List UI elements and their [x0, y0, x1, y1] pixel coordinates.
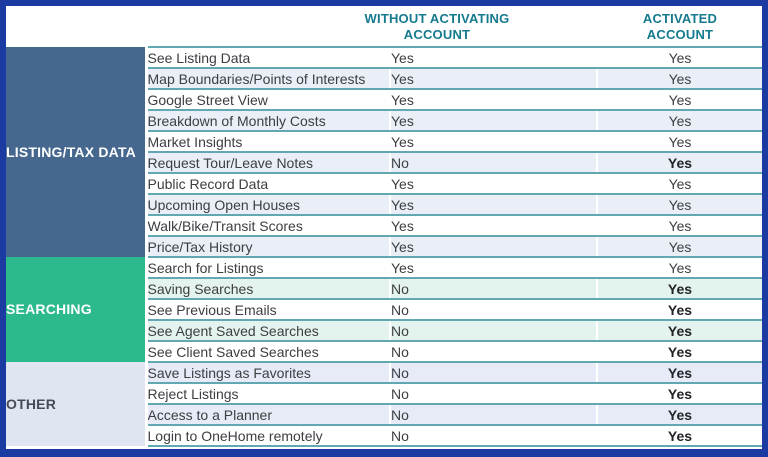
- group-cell-listing-tax-data: LISTING/TAX DATA: [6, 47, 146, 257]
- feature-cell: Breakdown of Monthly Costs: [144, 110, 390, 132]
- activated-account-value: Yes: [596, 173, 762, 195]
- table-row: OTHER Save Listings as Favorites No Yes: [6, 362, 762, 446]
- activated-account-value: Yes: [596, 152, 762, 174]
- header-without-activating-account: WITHOUT ACTIVATING ACCOUNT: [364, 11, 510, 43]
- table-row: SEARCHING Search for Listings Yes Yes: [6, 257, 762, 362]
- table-row: See Agent Saved Searches No Yes: [6, 320, 762, 342]
- table-row: Upcoming Open Houses Yes Yes: [6, 194, 762, 216]
- activated-account-value: Yes: [596, 215, 762, 237]
- without-activating-value: Yes: [389, 194, 597, 216]
- table-row: Google Street View Yes Yes: [6, 89, 762, 111]
- activated-account-value: Yes: [596, 383, 762, 405]
- activated-account-value: Yes: [596, 341, 762, 363]
- feature-cell: Map Boundaries/Points of Interests: [144, 68, 390, 90]
- feature-cell: Upcoming Open Houses: [144, 194, 390, 216]
- activated-account-value: Yes: [596, 362, 762, 384]
- feature-cell: Price/Tax History: [144, 236, 390, 258]
- without-activating-value: Yes: [389, 110, 597, 132]
- feature-cell: Reject Listings: [144, 383, 390, 405]
- header-activated-account: ACTIVATED ACCOUNT: [642, 11, 718, 43]
- table-row: Login to OneHome remotely No Yes: [6, 425, 762, 447]
- activated-account-value: Yes: [596, 257, 762, 279]
- feature-cell: Request Tour/Leave Notes: [144, 152, 390, 174]
- feature-cell: Saving Searches: [144, 278, 390, 300]
- activated-account-value: Yes: [596, 89, 762, 111]
- feature-cell: Access to a Planner: [144, 404, 390, 426]
- table-row: Saving Searches No Yes: [6, 278, 762, 300]
- group-cell-searching: SEARCHING: [6, 257, 146, 362]
- table-row: See Previous Emails No Yes: [6, 299, 762, 321]
- without-activating-value: No: [389, 341, 597, 363]
- table-row: LISTING/TAX DATA See Listing Data Yes Yes: [6, 46, 762, 257]
- without-activating-value: No: [389, 383, 597, 405]
- without-activating-value: No: [389, 362, 597, 384]
- table-row: Price/Tax History Yes Yes: [6, 236, 762, 258]
- activated-account-value: Yes: [596, 299, 762, 321]
- table-row: Access to a Planner No Yes: [6, 404, 762, 426]
- table-row: Map Boundaries/Points of Interests Yes Yes: [6, 68, 762, 90]
- without-activating-value: No: [389, 425, 597, 447]
- feature-cell: Search for Listings: [144, 257, 390, 279]
- table-row: Breakdown of Monthly Costs Yes Yes: [6, 110, 762, 132]
- table-row: Reject Listings No Yes: [6, 383, 762, 405]
- without-activating-value: No: [389, 299, 597, 321]
- without-activating-value: Yes: [389, 46, 597, 69]
- activated-account-value: Yes: [596, 236, 762, 258]
- feature-cell: Login to OneHome remotely: [144, 425, 390, 447]
- without-activating-value: Yes: [389, 236, 597, 258]
- without-activating-value: Yes: [389, 131, 597, 153]
- feature-cell: See Agent Saved Searches: [144, 320, 390, 342]
- feature-cell: See Previous Emails: [144, 299, 390, 321]
- feature-cell: Public Record Data: [144, 173, 390, 195]
- activated-account-value: Yes: [596, 425, 762, 447]
- without-activating-value: No: [389, 152, 597, 174]
- table-row: See Client Saved Searches No Yes: [6, 341, 762, 363]
- without-activating-value: No: [389, 278, 597, 300]
- without-activating-value: Yes: [389, 89, 597, 111]
- without-activating-value: No: [389, 404, 597, 426]
- feature-cell: See Listing Data: [144, 46, 390, 69]
- table-row: Request Tour/Leave Notes No Yes: [6, 152, 762, 174]
- without-activating-value: Yes: [389, 257, 597, 279]
- table-row: Market Insights Yes Yes: [6, 131, 762, 153]
- table-row: Public Record Data Yes Yes: [6, 173, 762, 195]
- activated-account-value: Yes: [596, 278, 762, 300]
- activated-account-value: Yes: [596, 404, 762, 426]
- feature-cell: Save Listings as Favorites: [144, 362, 390, 384]
- without-activating-value: Yes: [389, 215, 597, 237]
- table-header: WITHOUT ACTIVATING ACCOUNT ACTIVATED ACC…: [6, 6, 762, 46]
- activated-account-value: Yes: [596, 194, 762, 216]
- group-cell-other: OTHER: [6, 362, 146, 446]
- activated-account-value: Yes: [596, 320, 762, 342]
- without-activating-value: Yes: [389, 173, 597, 195]
- feature-cell: See Client Saved Searches: [144, 341, 390, 363]
- comparison-table-body: LISTING/TAX DATA See Listing Data Yes Yes Ma…: [6, 46, 762, 447]
- without-activating-value: No: [389, 320, 597, 342]
- activated-account-value: Yes: [596, 68, 762, 90]
- without-activating-value: Yes: [389, 68, 597, 90]
- table-row: Walk/Bike/Transit Scores Yes Yes: [6, 215, 762, 237]
- comparison-table: LISTING/TAX DATA See Listing Data Yes Yes Ma…: [6, 46, 762, 447]
- feature-cell: Walk/Bike/Transit Scores: [144, 215, 390, 237]
- activated-account-value: Yes: [596, 110, 762, 132]
- feature-cell: Google Street View: [144, 89, 390, 111]
- activated-account-value: Yes: [596, 46, 762, 69]
- activated-account-value: Yes: [596, 131, 762, 153]
- feature-cell: Market Insights: [144, 131, 390, 153]
